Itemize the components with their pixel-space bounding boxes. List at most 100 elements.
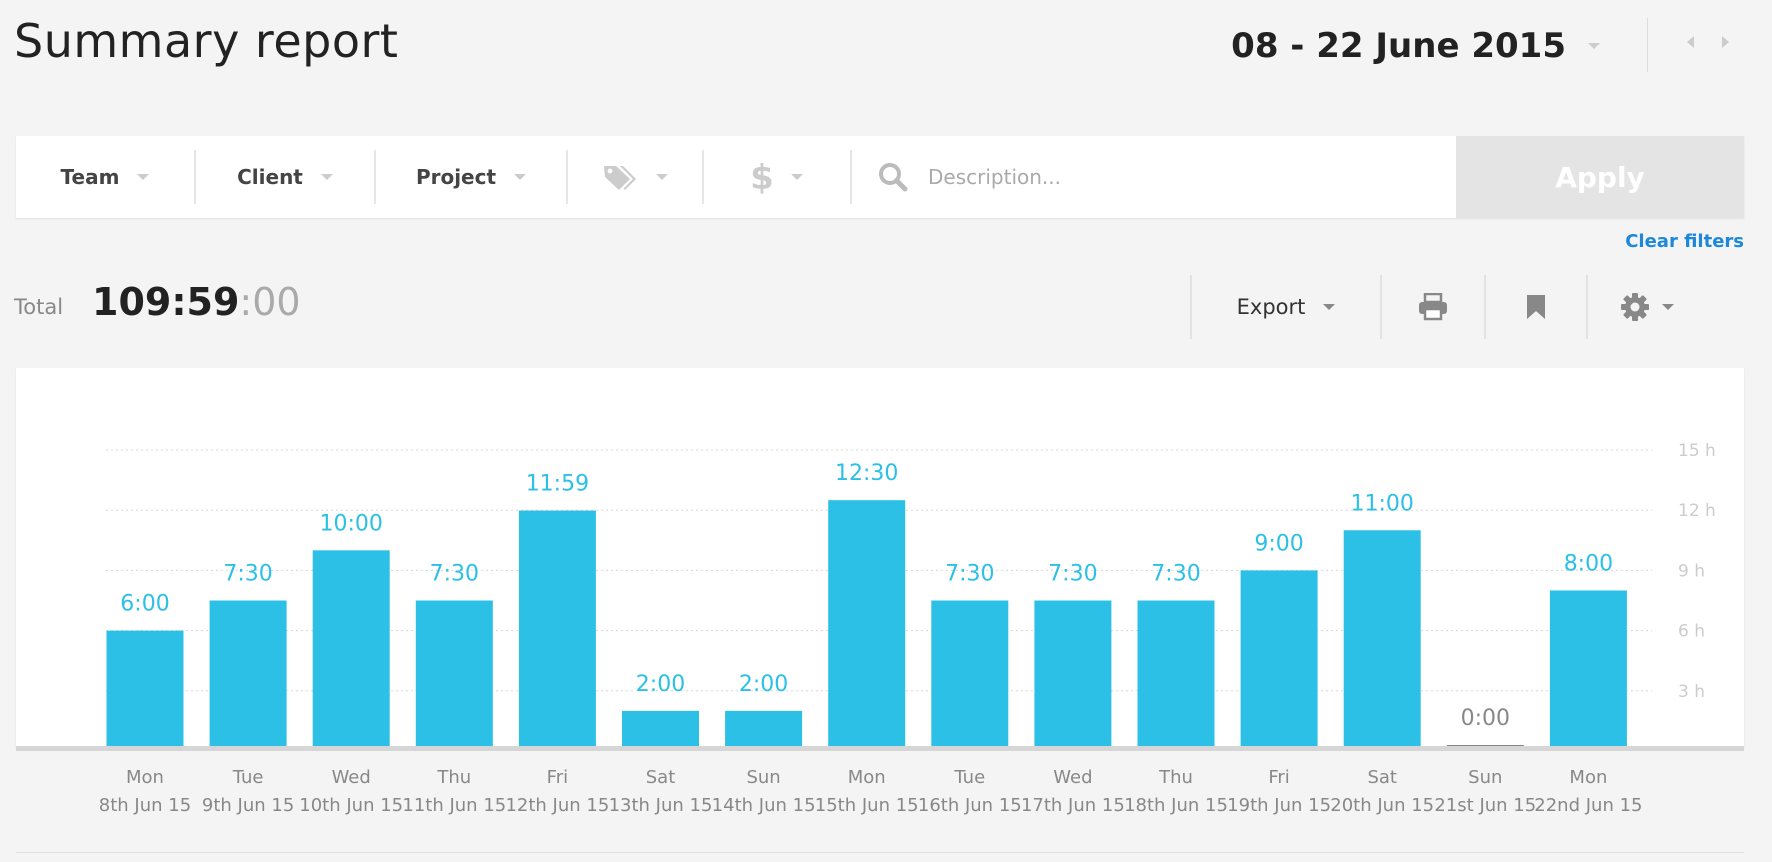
project-filter-label: Project <box>415 165 497 189</box>
x-axis-day-label: Fri <box>1268 767 1289 788</box>
x-axis-date-label: 11th Jun 15 <box>402 795 506 816</box>
gear-icon <box>1621 293 1649 321</box>
report-toolbar: Export <box>1190 275 1706 339</box>
bar-value-label: 2:00 <box>739 672 788 697</box>
description-search <box>852 136 1456 218</box>
client-filter[interactable]: Client <box>196 150 376 204</box>
export-label: Export <box>1236 295 1306 319</box>
bar <box>209 600 287 751</box>
x-axis-date-label: 10th Jun 15 <box>299 795 403 816</box>
chevron-down-icon <box>656 174 668 180</box>
x-axis-day-label: Wed <box>332 767 371 788</box>
bar-value-label: 6:00 <box>120 592 169 617</box>
bar <box>1034 600 1112 751</box>
bar <box>1549 590 1627 751</box>
dollar-icon: $ <box>751 158 773 196</box>
bar <box>106 630 184 751</box>
chevron-down-icon <box>1662 304 1674 310</box>
bar-value-label: 10:00 <box>319 511 382 536</box>
chart-baseline <box>16 746 1744 751</box>
x-axis-day-label: Tue <box>232 767 264 788</box>
chevron-down-icon <box>1323 304 1336 310</box>
bar-value-label: 7:30 <box>1048 562 1097 587</box>
x-axis-day-label: Thu <box>1158 767 1193 788</box>
team-filter-label: Team <box>60 165 120 189</box>
x-axis-date-label: 22nd Jun 15 <box>1534 795 1642 816</box>
bar <box>415 600 493 751</box>
bar <box>518 510 596 751</box>
x-axis-day-label: Sat <box>646 767 676 788</box>
page-title: Summary report <box>14 14 399 68</box>
y-tick-label: 15 h <box>1678 441 1716 461</box>
bookmark-button[interactable] <box>1484 275 1586 339</box>
print-icon <box>1419 293 1447 321</box>
y-tick-label: 6 h <box>1678 622 1705 642</box>
divider <box>16 852 1744 853</box>
chevron-down-icon <box>137 174 150 180</box>
bar-value-label: 11:59 <box>526 472 589 497</box>
date-range-picker[interactable]: 08 - 22 June 2015 <box>1231 26 1600 66</box>
bar-value-label: 7:30 <box>945 562 994 587</box>
bar-value-label: 11:00 <box>1350 491 1413 516</box>
billable-filter[interactable]: $ <box>704 150 852 204</box>
x-axis-day-label: Thu <box>436 767 471 788</box>
x-axis-day-label: Sun <box>1468 767 1502 788</box>
chevron-down-icon <box>791 174 803 180</box>
bar-value-label: 12:30 <box>835 461 898 486</box>
date-range-text: 08 - 22 June 2015 <box>1231 26 1566 66</box>
svg-text:$: $ <box>751 158 773 196</box>
x-axis-date-label: 21st Jun 15 <box>1434 795 1536 816</box>
previous-period-icon[interactable] <box>1687 36 1694 48</box>
bar <box>1137 600 1215 751</box>
x-axis-day-label: Sun <box>746 767 780 788</box>
divider <box>1647 18 1648 72</box>
y-tick-label: 9 h <box>1678 561 1705 581</box>
chevron-down-icon <box>320 174 333 180</box>
bookmark-icon <box>1527 295 1545 319</box>
x-axis-date-label: 19th Jun 15 <box>1227 795 1331 816</box>
tag-icon <box>604 166 636 190</box>
x-axis-date-label: 9th Jun 15 <box>202 795 294 816</box>
y-tick-label: 12 h <box>1678 501 1716 521</box>
project-filter[interactable]: Project <box>376 150 568 204</box>
bar <box>1240 570 1318 751</box>
chevron-down-icon <box>1588 43 1600 49</box>
x-axis-day-label: Tue <box>953 767 985 788</box>
bar <box>828 500 906 751</box>
x-axis-date-label: 18th Jun 15 <box>1124 795 1228 816</box>
x-axis-date-label: 15th Jun 15 <box>815 795 919 816</box>
team-filter[interactable]: Team <box>16 150 196 204</box>
x-axis-day-label: Mon <box>126 767 164 788</box>
export-button[interactable]: Export <box>1190 275 1380 339</box>
settings-button[interactable] <box>1586 275 1706 339</box>
x-axis-day-label: Sat <box>1367 767 1397 788</box>
bar-value-label: 8:00 <box>1564 551 1613 576</box>
x-axis-day-label: Fri <box>547 767 568 788</box>
tags-filter[interactable] <box>568 150 704 204</box>
x-axis-date-label: 12th Jun 15 <box>505 795 609 816</box>
next-period-icon[interactable] <box>1722 36 1729 48</box>
filter-bar: Team Client Project $ Apply <box>16 136 1744 218</box>
x-axis-date-label: 13th Jun 15 <box>609 795 713 816</box>
total-hours-minutes: 109:59 <box>92 280 240 324</box>
bar-value-label: 0:00 <box>1461 706 1510 731</box>
total-duration: 109:59:00 <box>92 280 301 324</box>
x-axis-date-label: 17th Jun 15 <box>1021 795 1125 816</box>
description-search-input[interactable] <box>928 165 1428 189</box>
bar <box>1343 530 1421 751</box>
x-axis-date-label: 8th Jun 15 <box>99 795 191 816</box>
x-axis-date-label: 14th Jun 15 <box>712 795 816 816</box>
bar-value-label: 9:00 <box>1254 531 1303 556</box>
bar-value-label: 7:30 <box>430 562 479 587</box>
x-axis-date-label: 20th Jun 15 <box>1330 795 1434 816</box>
clear-filters-link[interactable]: Clear filters <box>1625 231 1744 252</box>
x-axis-day-label: Mon <box>1569 767 1607 788</box>
chevron-down-icon <box>514 174 527 180</box>
bar <box>725 710 803 751</box>
search-icon <box>879 163 908 192</box>
apply-button[interactable]: Apply <box>1456 136 1744 218</box>
bar-value-label: 7:30 <box>1151 562 1200 587</box>
client-filter-label: Client <box>237 165 303 189</box>
print-button[interactable] <box>1380 275 1484 339</box>
